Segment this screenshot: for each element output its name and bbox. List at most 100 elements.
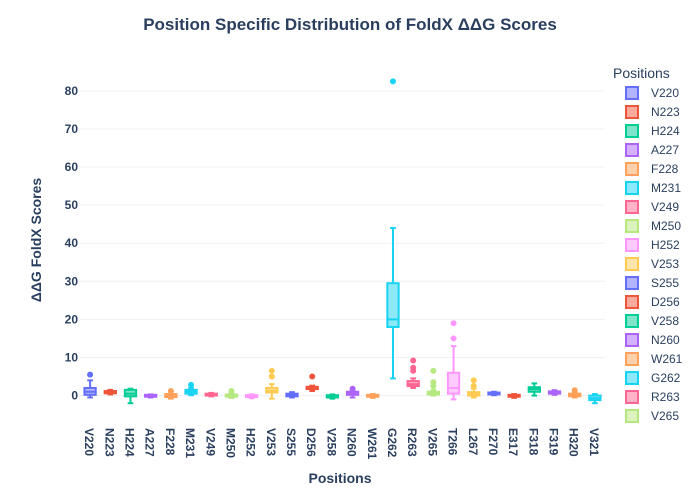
box-v265[interactable]: [426, 367, 441, 397]
x-tick-label: V321: [587, 428, 601, 456]
outlier-point[interactable]: [268, 367, 275, 374]
legend-swatch: [625, 105, 639, 119]
x-tick-label: M250: [223, 428, 237, 458]
y-tick-label: 80: [65, 84, 79, 98]
box-n260[interactable]: [345, 385, 360, 399]
outlier-point[interactable]: [571, 387, 578, 394]
legend-item-v220[interactable]: V220: [625, 86, 679, 100]
outlier-point[interactable]: [188, 381, 195, 388]
legend-label: V265: [651, 409, 679, 423]
x-tick-label: V249: [203, 428, 217, 456]
legend-item-d256[interactable]: D256: [625, 295, 680, 309]
y-axis-ticks: 0 10 20 30 40 50 60 70 80: [65, 84, 79, 403]
y-tick-label: 40: [65, 236, 79, 250]
x-axis-title: Positions: [308, 470, 371, 486]
legend-item-v249[interactable]: V249: [625, 200, 679, 214]
x-tick-label: T266: [446, 428, 460, 456]
box-a227[interactable]: [144, 393, 158, 399]
x-tick-label: L267: [466, 428, 480, 456]
x-tick-label: V220: [82, 428, 96, 456]
legend-item-v265[interactable]: V265: [625, 409, 679, 423]
box-f228[interactable]: [164, 388, 178, 400]
outlier-point[interactable]: [470, 377, 477, 384]
legend-item-g262[interactable]: G262: [625, 371, 681, 385]
legend-item-r263[interactable]: R263: [625, 390, 680, 404]
x-tick-label: W261: [365, 428, 379, 460]
legend[interactable]: V220 N223 H224 A227 F228 M231 V249 M250 H252 V253…: [625, 86, 683, 423]
box-s255[interactable]: [285, 391, 299, 399]
legend-item-n260[interactable]: N260: [625, 333, 680, 347]
box-w261[interactable]: [366, 393, 380, 399]
box-h224[interactable]: [123, 387, 138, 405]
iqr-box: [386, 282, 400, 329]
gridlines: [80, 90, 605, 397]
box-h252[interactable]: [244, 393, 259, 400]
box-m231[interactable]: [184, 381, 198, 397]
box-f318[interactable]: [527, 382, 541, 397]
legend-item-w261[interactable]: W261: [625, 352, 683, 366]
outlier-point[interactable]: [410, 357, 417, 364]
box-d256[interactable]: [305, 373, 319, 393]
box-v253[interactable]: [265, 367, 279, 400]
box-f319[interactable]: [547, 389, 562, 396]
legend-item-m250[interactable]: M250: [625, 219, 681, 233]
x-tick-label: H252: [244, 428, 258, 457]
legend-label: N260: [651, 333, 680, 347]
legend-label: V249: [651, 200, 679, 214]
outlier-point[interactable]: [389, 78, 396, 85]
y-tick-label: 50: [65, 198, 79, 212]
legend-label: G262: [651, 371, 681, 385]
legend-label: M250: [651, 219, 681, 233]
box-n223[interactable]: [103, 388, 117, 396]
outlier-point[interactable]: [450, 320, 457, 327]
outlier-point[interactable]: [309, 373, 316, 380]
box-f270[interactable]: [487, 390, 501, 397]
legend-item-h252[interactable]: H252: [625, 238, 680, 252]
outlier-point[interactable]: [430, 367, 437, 374]
legend-item-s255[interactable]: S255: [625, 276, 679, 290]
outlier-point[interactable]: [430, 379, 437, 386]
box-r263[interactable]: [406, 357, 420, 389]
box-g262[interactable]: [386, 78, 400, 380]
legend-item-h224[interactable]: H224: [625, 124, 680, 138]
box-e317[interactable]: [507, 393, 521, 399]
x-tick-label: V258: [324, 428, 338, 456]
box-v258[interactable]: [325, 393, 340, 400]
legend-item-m231[interactable]: M231: [625, 181, 681, 195]
legend-label: V220: [651, 86, 679, 100]
legend-item-v258[interactable]: V258: [625, 314, 679, 328]
x-tick-label: E317: [506, 428, 520, 456]
outlier-point[interactable]: [228, 388, 235, 395]
legend-swatch: [625, 257, 639, 271]
outlier-point[interactable]: [450, 335, 457, 342]
outlier-point[interactable]: [268, 373, 275, 380]
legend-item-n223[interactable]: N223: [625, 105, 680, 119]
x-tick-label: S255: [284, 428, 298, 456]
outlier-point[interactable]: [349, 385, 356, 392]
legend-swatch: [625, 409, 639, 423]
chart-title: Position Specific Distribution of FoldX …: [143, 15, 557, 34]
legend-item-a227[interactable]: A227: [625, 143, 679, 157]
x-tick-label: V265: [425, 428, 439, 456]
x-axis-ticks: V220 N223 H224 A227 F228 M231 V249 M250 H252 V253…: [82, 428, 601, 460]
box-v249[interactable]: [204, 391, 218, 398]
box-v220[interactable]: [83, 371, 97, 399]
plot-area: [83, 78, 602, 405]
legend-title: Positions: [613, 65, 670, 81]
legend-item-f228[interactable]: F228: [625, 162, 679, 176]
box-m250[interactable]: [224, 388, 239, 399]
legend-label: V258: [651, 314, 679, 328]
outlier-point[interactable]: [167, 388, 174, 395]
box-t266[interactable]: [446, 320, 461, 401]
box-h320[interactable]: [568, 387, 582, 399]
outlier-point[interactable]: [87, 371, 94, 378]
outlier-point[interactable]: [470, 383, 477, 390]
legend-item-v253[interactable]: V253: [625, 257, 679, 271]
box-l267[interactable]: [467, 377, 481, 399]
legend-label: F228: [651, 162, 679, 176]
x-tick-label: R263: [405, 428, 419, 457]
outlier-point[interactable]: [410, 364, 417, 371]
x-tick-label: F319: [547, 428, 561, 456]
box-v321[interactable]: [588, 393, 602, 405]
